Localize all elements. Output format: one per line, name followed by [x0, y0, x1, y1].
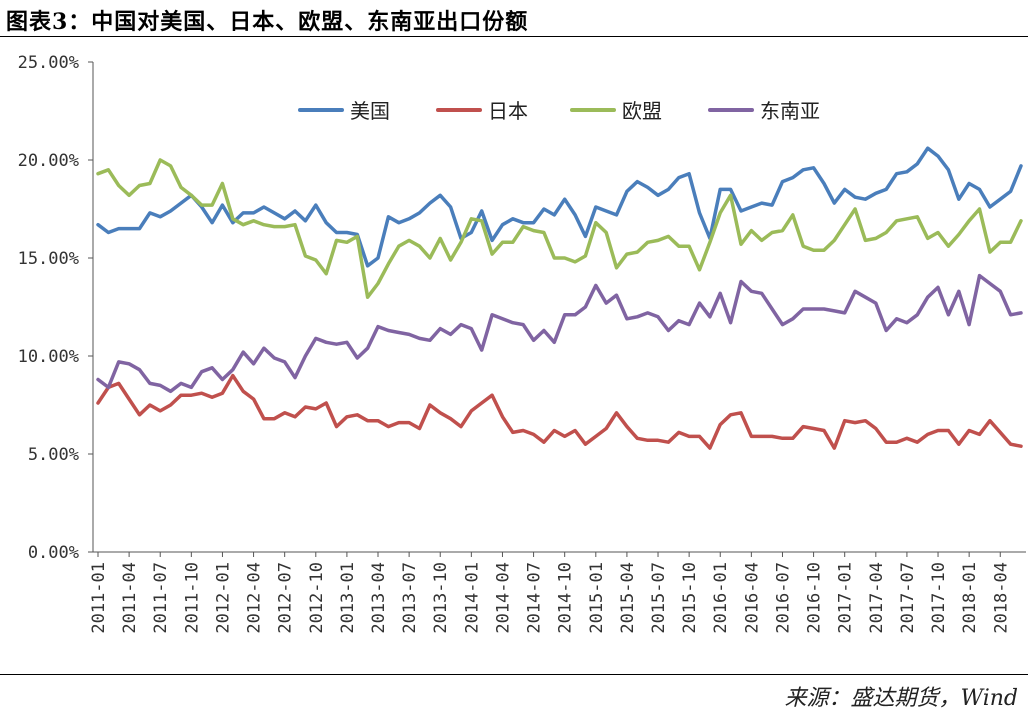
x-tick-label: 2012-04: [245, 562, 265, 634]
x-tick-label: 2014-04: [493, 562, 513, 634]
footer-rule: [0, 674, 1028, 675]
x-tick-label: 2013-10: [431, 562, 451, 634]
legend: 美国 日本 欧盟 东南亚: [298, 99, 820, 123]
series-line-欧盟: [96, 158, 1023, 299]
x-tick-label: 2016-10: [805, 562, 825, 634]
x-tick-label: 2017-10: [929, 562, 949, 634]
y-tick-label: 25.00%: [18, 53, 79, 73]
x-tick-label: 2016-07: [773, 562, 793, 634]
y-tick-label: 5.00%: [28, 445, 79, 465]
x-tick-label: 2013-01: [338, 562, 358, 634]
figure-title: 图表3：中国对美国、日本、欧盟、东南亚出口份额: [6, 9, 529, 35]
x-tick-label: 2015-07: [649, 562, 669, 634]
y-tick-label: 10.00%: [18, 347, 79, 367]
x-tick-label: 2013-04: [369, 562, 389, 634]
x-tick-label: 2012-01: [213, 562, 233, 634]
x-tick-label: 2017-07: [898, 562, 918, 634]
series-line-日本: [96, 373, 1023, 450]
x-tick-label: 2015-01: [587, 562, 607, 634]
legend-label-日本: 日本: [488, 99, 528, 123]
x-tick-label: 2015-10: [680, 562, 700, 634]
y-tick-label: 20.00%: [18, 151, 79, 171]
x-tick-label: 2017-01: [836, 562, 856, 634]
line-chart: 0.00% 5.00% 10.00% 15.00% 20.00% 25.00% 2011-0…: [18, 53, 1026, 634]
x-tick-label: 2011-01: [89, 562, 109, 634]
legend-label-欧盟: 欧盟: [622, 99, 662, 123]
x-tick-label: 2017-04: [867, 562, 887, 634]
x-tick-label: 2012-10: [307, 562, 327, 634]
y-tick-label: 0.00%: [28, 543, 79, 563]
y-tick-label: 15.00%: [18, 249, 79, 269]
x-tick-label: 2012-07: [276, 562, 296, 634]
x-tick-label: 2016-01: [711, 562, 731, 634]
legend-label-东南亚: 东南亚: [760, 99, 820, 123]
source-note: 来源：盛达期货，Wind: [784, 686, 1018, 711]
axes: 0.00% 5.00% 10.00% 15.00% 20.00% 25.00% 2011-0…: [18, 53, 1026, 634]
x-tick-label: 2014-10: [556, 562, 576, 634]
series-line-美国: [96, 146, 1023, 268]
x-tick-label: 2018-04: [991, 562, 1011, 634]
series-line-东南亚: [96, 273, 1023, 394]
x-tick-label: 2018-01: [960, 562, 980, 634]
x-tick-label: 2011-10: [182, 562, 202, 634]
x-tick-label: 2011-04: [120, 562, 140, 634]
series-layer: [96, 146, 1023, 450]
x-tick-label: 2014-07: [525, 562, 545, 634]
legend-label-美国: 美国: [350, 99, 390, 123]
x-tick-label: 2011-07: [151, 562, 171, 634]
title-rule: [0, 36, 1028, 37]
x-tick-label: 2016-04: [742, 562, 762, 634]
x-tick-label: 2014-01: [462, 562, 482, 634]
x-tick-label: 2015-04: [618, 562, 638, 634]
x-tick-label: 2013-07: [400, 562, 420, 634]
